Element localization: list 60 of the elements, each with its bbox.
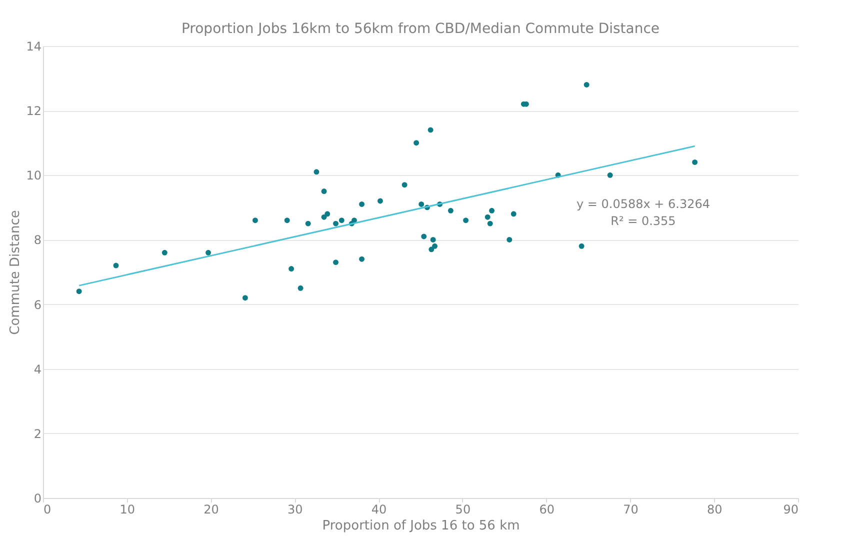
y-tick-label: 2: [34, 426, 42, 441]
y-tick-label: 14: [26, 40, 42, 54]
point: [402, 182, 408, 188]
point: [414, 140, 420, 146]
point: [377, 198, 383, 204]
x-tick-label: 90: [783, 502, 798, 516]
y-axis-title: Commute Distance: [8, 210, 24, 335]
point: [288, 266, 294, 272]
point: [338, 218, 344, 224]
x-tick-label: 70: [623, 502, 638, 516]
point: [298, 285, 304, 291]
point: [463, 218, 469, 224]
annotation: y = 0.0588x + 6.3264: [576, 197, 710, 212]
point: [506, 236, 512, 242]
point: [162, 250, 168, 256]
x-tick-label: 40: [371, 502, 387, 516]
point: [607, 172, 613, 178]
point: [242, 295, 248, 301]
point: [421, 234, 427, 240]
x-tick-label: 80: [706, 502, 722, 516]
point: [430, 236, 436, 242]
point: [584, 82, 590, 88]
x-tick-label: 60: [539, 502, 554, 516]
point: [418, 201, 424, 207]
y-tick-label: 8: [34, 233, 42, 248]
point: [284, 218, 290, 224]
point: [113, 262, 119, 268]
point: [359, 256, 365, 262]
point: [305, 220, 311, 226]
x-tick-label: 10: [120, 502, 136, 516]
point: [428, 127, 434, 133]
chart-title: Proportion Jobs 16km to 56km from CBD/Median Commute Distance: [181, 21, 660, 37]
y-tick-label: 6: [34, 298, 42, 312]
y-tick-label: 4: [34, 362, 42, 376]
point: [206, 250, 211, 256]
y-tick-label: 12: [26, 104, 42, 118]
point: [448, 208, 454, 214]
point: [314, 169, 320, 175]
point: [489, 208, 495, 214]
point: [324, 211, 330, 217]
annotation: R² = 0.355: [610, 214, 676, 228]
point: [252, 218, 258, 224]
point: [487, 220, 493, 226]
y-tick-label: 0: [34, 492, 42, 506]
x-tick-label: 50: [455, 502, 471, 516]
point: [321, 188, 327, 194]
point: [510, 211, 516, 217]
point: [333, 220, 339, 226]
point: [484, 214, 490, 220]
x-tick-label: 20: [204, 502, 219, 516]
x-tick-label: 0: [44, 502, 52, 516]
x-tick-label: 30: [288, 502, 303, 516]
x-axis-title: Proportion of Jobs 16 to 56 km: [322, 518, 520, 534]
point: [333, 260, 339, 266]
point: [578, 243, 584, 249]
y-tick-label: 10: [26, 168, 42, 183]
point: [432, 243, 438, 249]
point: [76, 288, 82, 294]
point: [359, 201, 365, 207]
point: [692, 159, 698, 165]
